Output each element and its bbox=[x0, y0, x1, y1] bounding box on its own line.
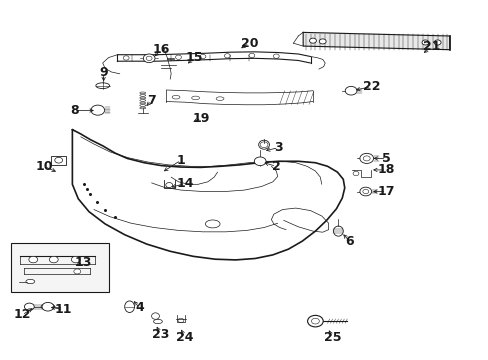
Circle shape bbox=[359, 187, 371, 196]
Text: 12: 12 bbox=[13, 309, 31, 321]
Circle shape bbox=[49, 256, 58, 263]
Circle shape bbox=[309, 38, 316, 43]
Text: 10: 10 bbox=[35, 160, 53, 173]
Text: 6: 6 bbox=[345, 235, 353, 248]
Text: 20: 20 bbox=[240, 37, 258, 50]
Text: 19: 19 bbox=[192, 112, 210, 125]
Circle shape bbox=[29, 256, 38, 263]
Ellipse shape bbox=[96, 83, 109, 89]
Ellipse shape bbox=[151, 313, 159, 319]
Text: 16: 16 bbox=[152, 43, 170, 56]
Circle shape bbox=[307, 315, 323, 327]
Text: 1: 1 bbox=[176, 154, 185, 167]
Circle shape bbox=[421, 40, 428, 45]
Circle shape bbox=[433, 40, 440, 45]
Ellipse shape bbox=[124, 301, 134, 312]
Ellipse shape bbox=[153, 319, 162, 324]
Ellipse shape bbox=[26, 279, 35, 284]
Ellipse shape bbox=[333, 226, 343, 236]
Circle shape bbox=[345, 86, 356, 95]
Circle shape bbox=[71, 256, 80, 263]
Text: 4: 4 bbox=[135, 301, 143, 314]
Text: 25: 25 bbox=[323, 331, 341, 344]
Circle shape bbox=[74, 269, 81, 274]
Circle shape bbox=[143, 54, 155, 63]
Bar bbox=[11, 243, 108, 292]
Text: 18: 18 bbox=[377, 163, 394, 176]
Text: 9: 9 bbox=[99, 66, 108, 79]
Text: 15: 15 bbox=[185, 51, 203, 64]
Circle shape bbox=[359, 153, 373, 163]
Circle shape bbox=[254, 157, 265, 166]
Ellipse shape bbox=[205, 220, 220, 228]
Circle shape bbox=[91, 105, 104, 115]
Text: 5: 5 bbox=[381, 152, 390, 165]
Polygon shape bbox=[303, 32, 449, 50]
Text: 22: 22 bbox=[362, 80, 380, 93]
Text: 2: 2 bbox=[271, 160, 280, 173]
Text: 11: 11 bbox=[55, 303, 72, 316]
Polygon shape bbox=[51, 156, 65, 165]
Text: 7: 7 bbox=[147, 94, 156, 107]
Circle shape bbox=[24, 303, 34, 310]
Text: 24: 24 bbox=[176, 331, 193, 344]
Text: 17: 17 bbox=[377, 185, 394, 198]
Text: 3: 3 bbox=[274, 141, 283, 154]
Circle shape bbox=[319, 39, 325, 44]
Circle shape bbox=[42, 302, 54, 311]
Text: 23: 23 bbox=[151, 328, 169, 341]
Ellipse shape bbox=[258, 140, 269, 149]
Text: 14: 14 bbox=[176, 177, 193, 190]
Text: 21: 21 bbox=[422, 40, 439, 53]
Text: 13: 13 bbox=[74, 256, 92, 269]
Text: 8: 8 bbox=[70, 104, 79, 117]
